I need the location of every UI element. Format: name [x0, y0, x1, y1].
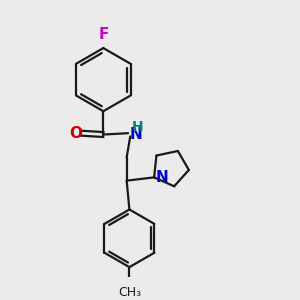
Text: N: N: [129, 127, 142, 142]
Text: N: N: [155, 170, 168, 185]
Text: CH₃: CH₃: [118, 286, 141, 298]
Text: O: O: [69, 126, 82, 141]
Text: H: H: [132, 120, 144, 134]
Text: F: F: [98, 27, 109, 42]
